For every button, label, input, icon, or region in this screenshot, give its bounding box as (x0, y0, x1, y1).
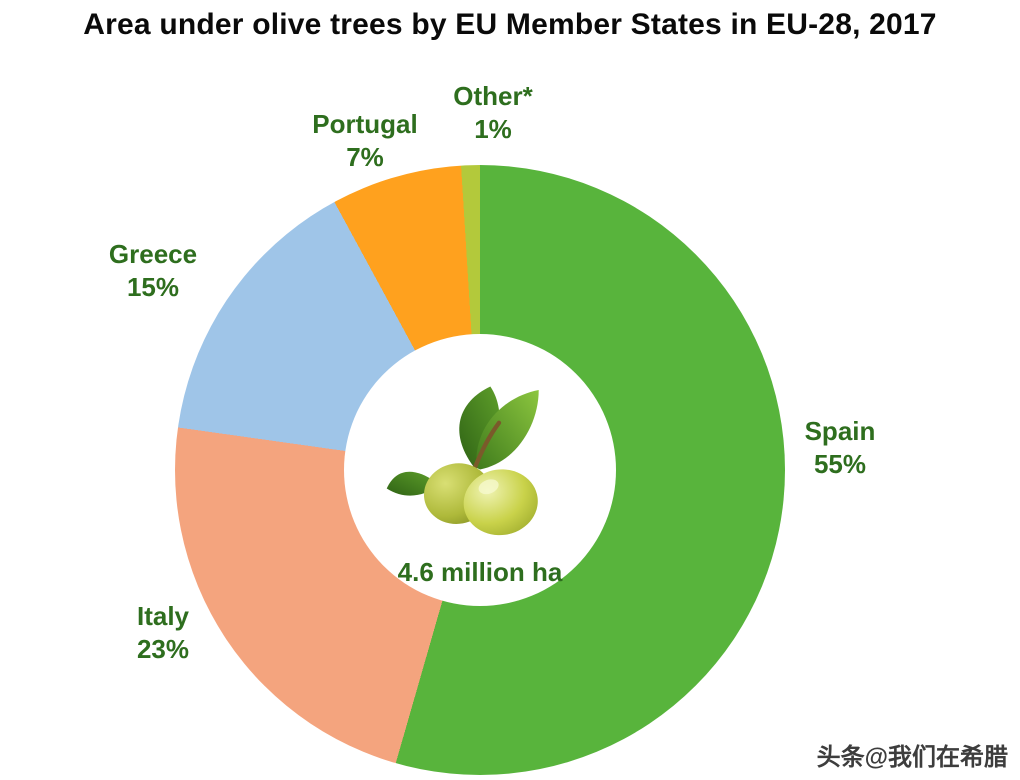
label-spain-name: Spain (804, 416, 876, 446)
label-other: Other* 1% (418, 80, 568, 145)
chart-title: Area under olive trees by EU Member Stat… (83, 8, 937, 41)
label-greece-name: Greece (108, 239, 198, 269)
label-portugal: Portugal 7% (290, 108, 440, 173)
label-portugal-pct: 7% (346, 141, 384, 172)
olive-leaf-front (476, 390, 539, 470)
label-other-name: Other* (453, 81, 533, 111)
olive-leaf-left (386, 471, 437, 496)
label-italy: Italy 23% (88, 600, 238, 665)
label-greece: Greece 15% (78, 238, 228, 303)
label-spain: Spain 55% (765, 415, 915, 480)
label-italy-pct: 23% (136, 633, 190, 664)
donut-chart: 4.6 million ha (175, 165, 785, 775)
olive-highlight (478, 479, 499, 495)
olives-image (386, 386, 539, 536)
olive-stem (472, 420, 502, 470)
label-other-pct: 1% (474, 113, 512, 144)
center-label: 4.6 million ha (397, 557, 563, 587)
label-italy-name: Italy (136, 601, 190, 631)
label-portugal-name: Portugal (312, 109, 418, 139)
donut-hole: 4.6 million ha (344, 334, 616, 606)
label-spain-pct: 55% (813, 448, 867, 479)
label-greece-pct: 15% (126, 271, 180, 302)
watermark: 头条@我们在希腊 (816, 744, 1008, 771)
